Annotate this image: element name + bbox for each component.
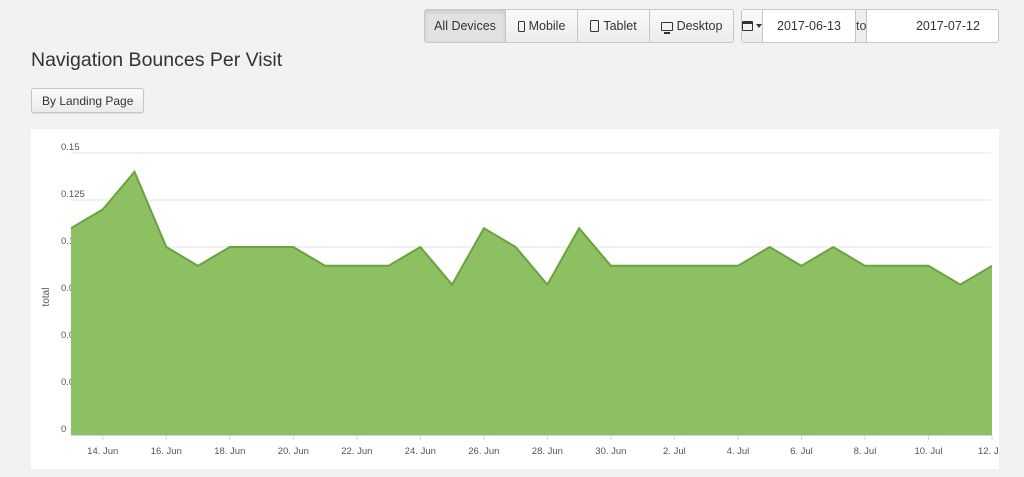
mobile-label: Mobile [528, 19, 566, 33]
data-point [133, 170, 136, 173]
desktop-label: Desktop [676, 19, 723, 33]
y-tick-label: 0.15 [61, 142, 80, 153]
calendar-dropdown-button[interactable] [742, 10, 763, 42]
data-point [260, 246, 263, 249]
data-point [546, 283, 549, 286]
series-area [71, 171, 992, 436]
data-point [641, 264, 644, 267]
date-from-input[interactable] [763, 10, 856, 42]
data-point [482, 227, 485, 230]
x-tick-label: 18. Jun [214, 446, 245, 457]
x-tick-label: 12. Jul [978, 446, 999, 457]
device-filter-group: All Devices Mobile Tablet Desktop [424, 9, 734, 43]
desktop-button[interactable]: Desktop [650, 10, 733, 42]
date-to-input[interactable] [867, 10, 998, 42]
data-point [451, 283, 454, 286]
x-tick-label: 28. Jun [532, 446, 563, 457]
mobile-icon [517, 20, 525, 32]
data-point [101, 208, 104, 211]
data-point [578, 227, 581, 230]
tablet-button[interactable]: Tablet [578, 10, 650, 42]
x-tick-label: 14. Jun [87, 446, 118, 457]
page-title: Navigation Bounces Per Visit [31, 49, 283, 71]
x-tick-label: 6. Jul [790, 446, 813, 457]
data-point [863, 264, 866, 267]
desktop-icon [660, 21, 673, 34]
data-point [197, 264, 200, 267]
tablet-icon [590, 20, 600, 32]
x-tick-label: 22. Jun [341, 446, 372, 457]
mobile-button[interactable]: Mobile [506, 10, 578, 42]
data-point [165, 246, 168, 249]
x-tick-label: 30. Jun [595, 446, 626, 457]
data-point [514, 246, 517, 249]
y-tick-label: 0 [61, 424, 66, 435]
x-tick-label: 20. Jun [278, 446, 309, 457]
data-point [673, 264, 676, 267]
caret-down-icon [756, 24, 762, 28]
date-to-separator: to [856, 10, 868, 42]
calendar-icon [742, 21, 753, 31]
x-tick-label: 4. Jul [727, 446, 750, 457]
date-range-picker: to [741, 9, 999, 43]
data-point [70, 227, 73, 230]
data-point [419, 246, 422, 249]
series-line [70, 169, 993, 287]
data-point [324, 264, 327, 267]
y-tick-label: 0.05 [61, 330, 80, 341]
data-point [895, 264, 898, 267]
y-axis-title: total [41, 288, 52, 307]
data-point [800, 264, 803, 267]
data-point [705, 264, 708, 267]
x-tick-label: 8. Jul [854, 446, 877, 457]
tablet-label: Tablet [603, 19, 637, 33]
data-point [832, 246, 835, 249]
data-point [292, 246, 295, 249]
data-point [736, 264, 739, 267]
x-tick-label: 16. Jun [151, 446, 182, 457]
data-point [228, 246, 231, 249]
y-tick-label: 0.125 [61, 189, 85, 200]
data-point [355, 264, 358, 267]
data-point [609, 264, 612, 267]
x-tick-label: 2. Jul [663, 446, 686, 457]
x-tick-label: 24. Jun [405, 446, 436, 457]
data-point [991, 264, 994, 267]
all-devices-button[interactable]: All Devices [425, 10, 506, 42]
by-landing-page-button[interactable]: By Landing Page [31, 88, 145, 113]
data-point [387, 264, 390, 267]
data-point [959, 283, 962, 286]
data-point [927, 264, 930, 267]
y-tick-label: 0.1 [61, 236, 74, 247]
x-tick-label: 26. Jun [468, 446, 499, 457]
x-tick-label: 10. Jul [914, 446, 942, 457]
all-devices-label: All Devices [434, 19, 496, 33]
data-point [768, 246, 771, 249]
